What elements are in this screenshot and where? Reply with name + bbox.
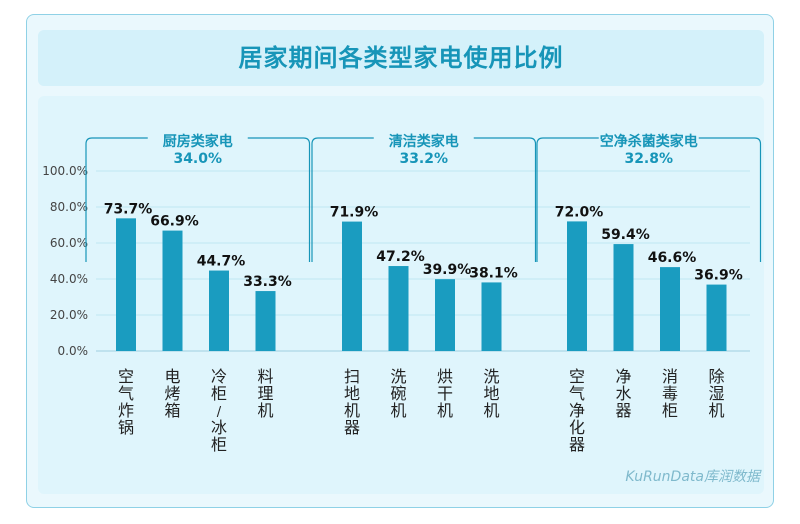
category-label-char: 机: [708, 401, 724, 420]
bar: [209, 270, 229, 351]
category-label-char: 机: [437, 401, 453, 420]
data-label: 33.3%: [243, 274, 292, 290]
category-label-char: 机: [344, 401, 360, 420]
y-tick-label: 0.0%: [58, 344, 89, 358]
category-label-char: 烘: [437, 367, 453, 386]
y-tick-label: 60.0%: [50, 236, 88, 250]
category-label-char: /: [217, 405, 222, 420]
category-label-char: 干: [437, 384, 453, 403]
bar: [116, 218, 136, 351]
data-label: 47.2%: [376, 249, 425, 265]
group-share: 33.2%: [399, 151, 448, 167]
bar: [255, 291, 276, 351]
data-label: 59.4%: [601, 227, 650, 243]
y-tick-label: 20.0%: [50, 308, 88, 322]
y-tick-label: 80.0%: [50, 200, 88, 214]
data-label: 39.9%: [423, 262, 472, 278]
category-label-char: 箱: [164, 401, 180, 420]
category-label-char: 器: [569, 435, 585, 454]
category-label-char: 柜: [662, 401, 678, 420]
category-label-char: 器: [344, 418, 360, 437]
category-label-char: 净: [615, 367, 631, 386]
bar: [162, 230, 183, 351]
bar: [435, 279, 455, 351]
group-share: 34.0%: [173, 151, 222, 167]
watermark: KuRunData库润数据: [625, 469, 760, 485]
category-label-char: 地: [344, 384, 360, 403]
data-label: 44.7%: [197, 254, 246, 270]
bar: [481, 282, 502, 351]
category-label-char: 机: [483, 401, 499, 420]
bar: [388, 266, 409, 351]
group-name: 清洁类家电: [389, 133, 459, 150]
category-label-char: 气: [569, 384, 585, 403]
title-band: [38, 30, 764, 86]
category-label-char: 毒: [662, 384, 678, 403]
category-label-char: 湿: [708, 384, 724, 403]
category-label-char: 空: [569, 367, 585, 386]
category-label-char: 锅: [118, 418, 134, 437]
category-label-char: 气: [118, 384, 134, 403]
bar: [660, 267, 680, 351]
chart-title: 居家期间各类型家电使用比例: [238, 44, 564, 72]
data-label: 71.9%: [330, 205, 379, 221]
y-tick-label: 40.0%: [50, 272, 88, 286]
category-label-char: 除: [708, 367, 724, 386]
bar: [613, 244, 634, 351]
bar: [567, 221, 587, 351]
category-label-char: 洗: [483, 367, 499, 386]
y-tick-label: 100.0%: [42, 164, 88, 178]
category-label-char: 机: [257, 401, 273, 420]
data-label: 66.9%: [150, 214, 199, 230]
group-bracket: [536, 137, 762, 262]
category-label-char: 消: [662, 367, 678, 386]
category-label-char: 碗: [390, 384, 406, 403]
group-share: 32.8%: [624, 151, 673, 167]
bar: [342, 221, 362, 351]
data-label: 36.9%: [694, 268, 743, 284]
group-name: 空净杀菌类家电: [600, 133, 698, 150]
data-label: 38.1%: [469, 265, 518, 281]
category-label-char: 冰: [211, 418, 227, 437]
category-label-char: 电: [164, 367, 180, 386]
category-label-char: 空: [118, 367, 134, 386]
category-label-char: 地: [483, 384, 499, 403]
data-label: 46.6%: [648, 250, 697, 266]
category-label-char: 柜: [211, 384, 227, 403]
bar: [706, 284, 727, 351]
group-bracket: [85, 137, 311, 262]
category-label-char: 扫: [344, 367, 360, 386]
category-label-char: 水: [615, 384, 631, 403]
category-label-char: 炸: [118, 401, 134, 420]
category-label-char: 净: [569, 401, 585, 420]
data-label: 72.0%: [555, 204, 604, 220]
group-bracket: [311, 137, 537, 262]
category-label-char: 冷: [211, 367, 227, 386]
category-label-char: 洗: [390, 367, 406, 386]
group-name: 厨房类家电: [163, 133, 233, 150]
category-label-char: 柜: [211, 435, 227, 454]
category-label-char: 化: [569, 418, 585, 437]
category-label-char: 理: [257, 384, 273, 403]
category-label-char: 料: [257, 367, 273, 386]
category-label-char: 器: [615, 401, 631, 420]
data-label: 73.7%: [104, 201, 153, 217]
category-label-char: 机: [390, 401, 406, 420]
category-label-char: 烤: [164, 384, 180, 403]
